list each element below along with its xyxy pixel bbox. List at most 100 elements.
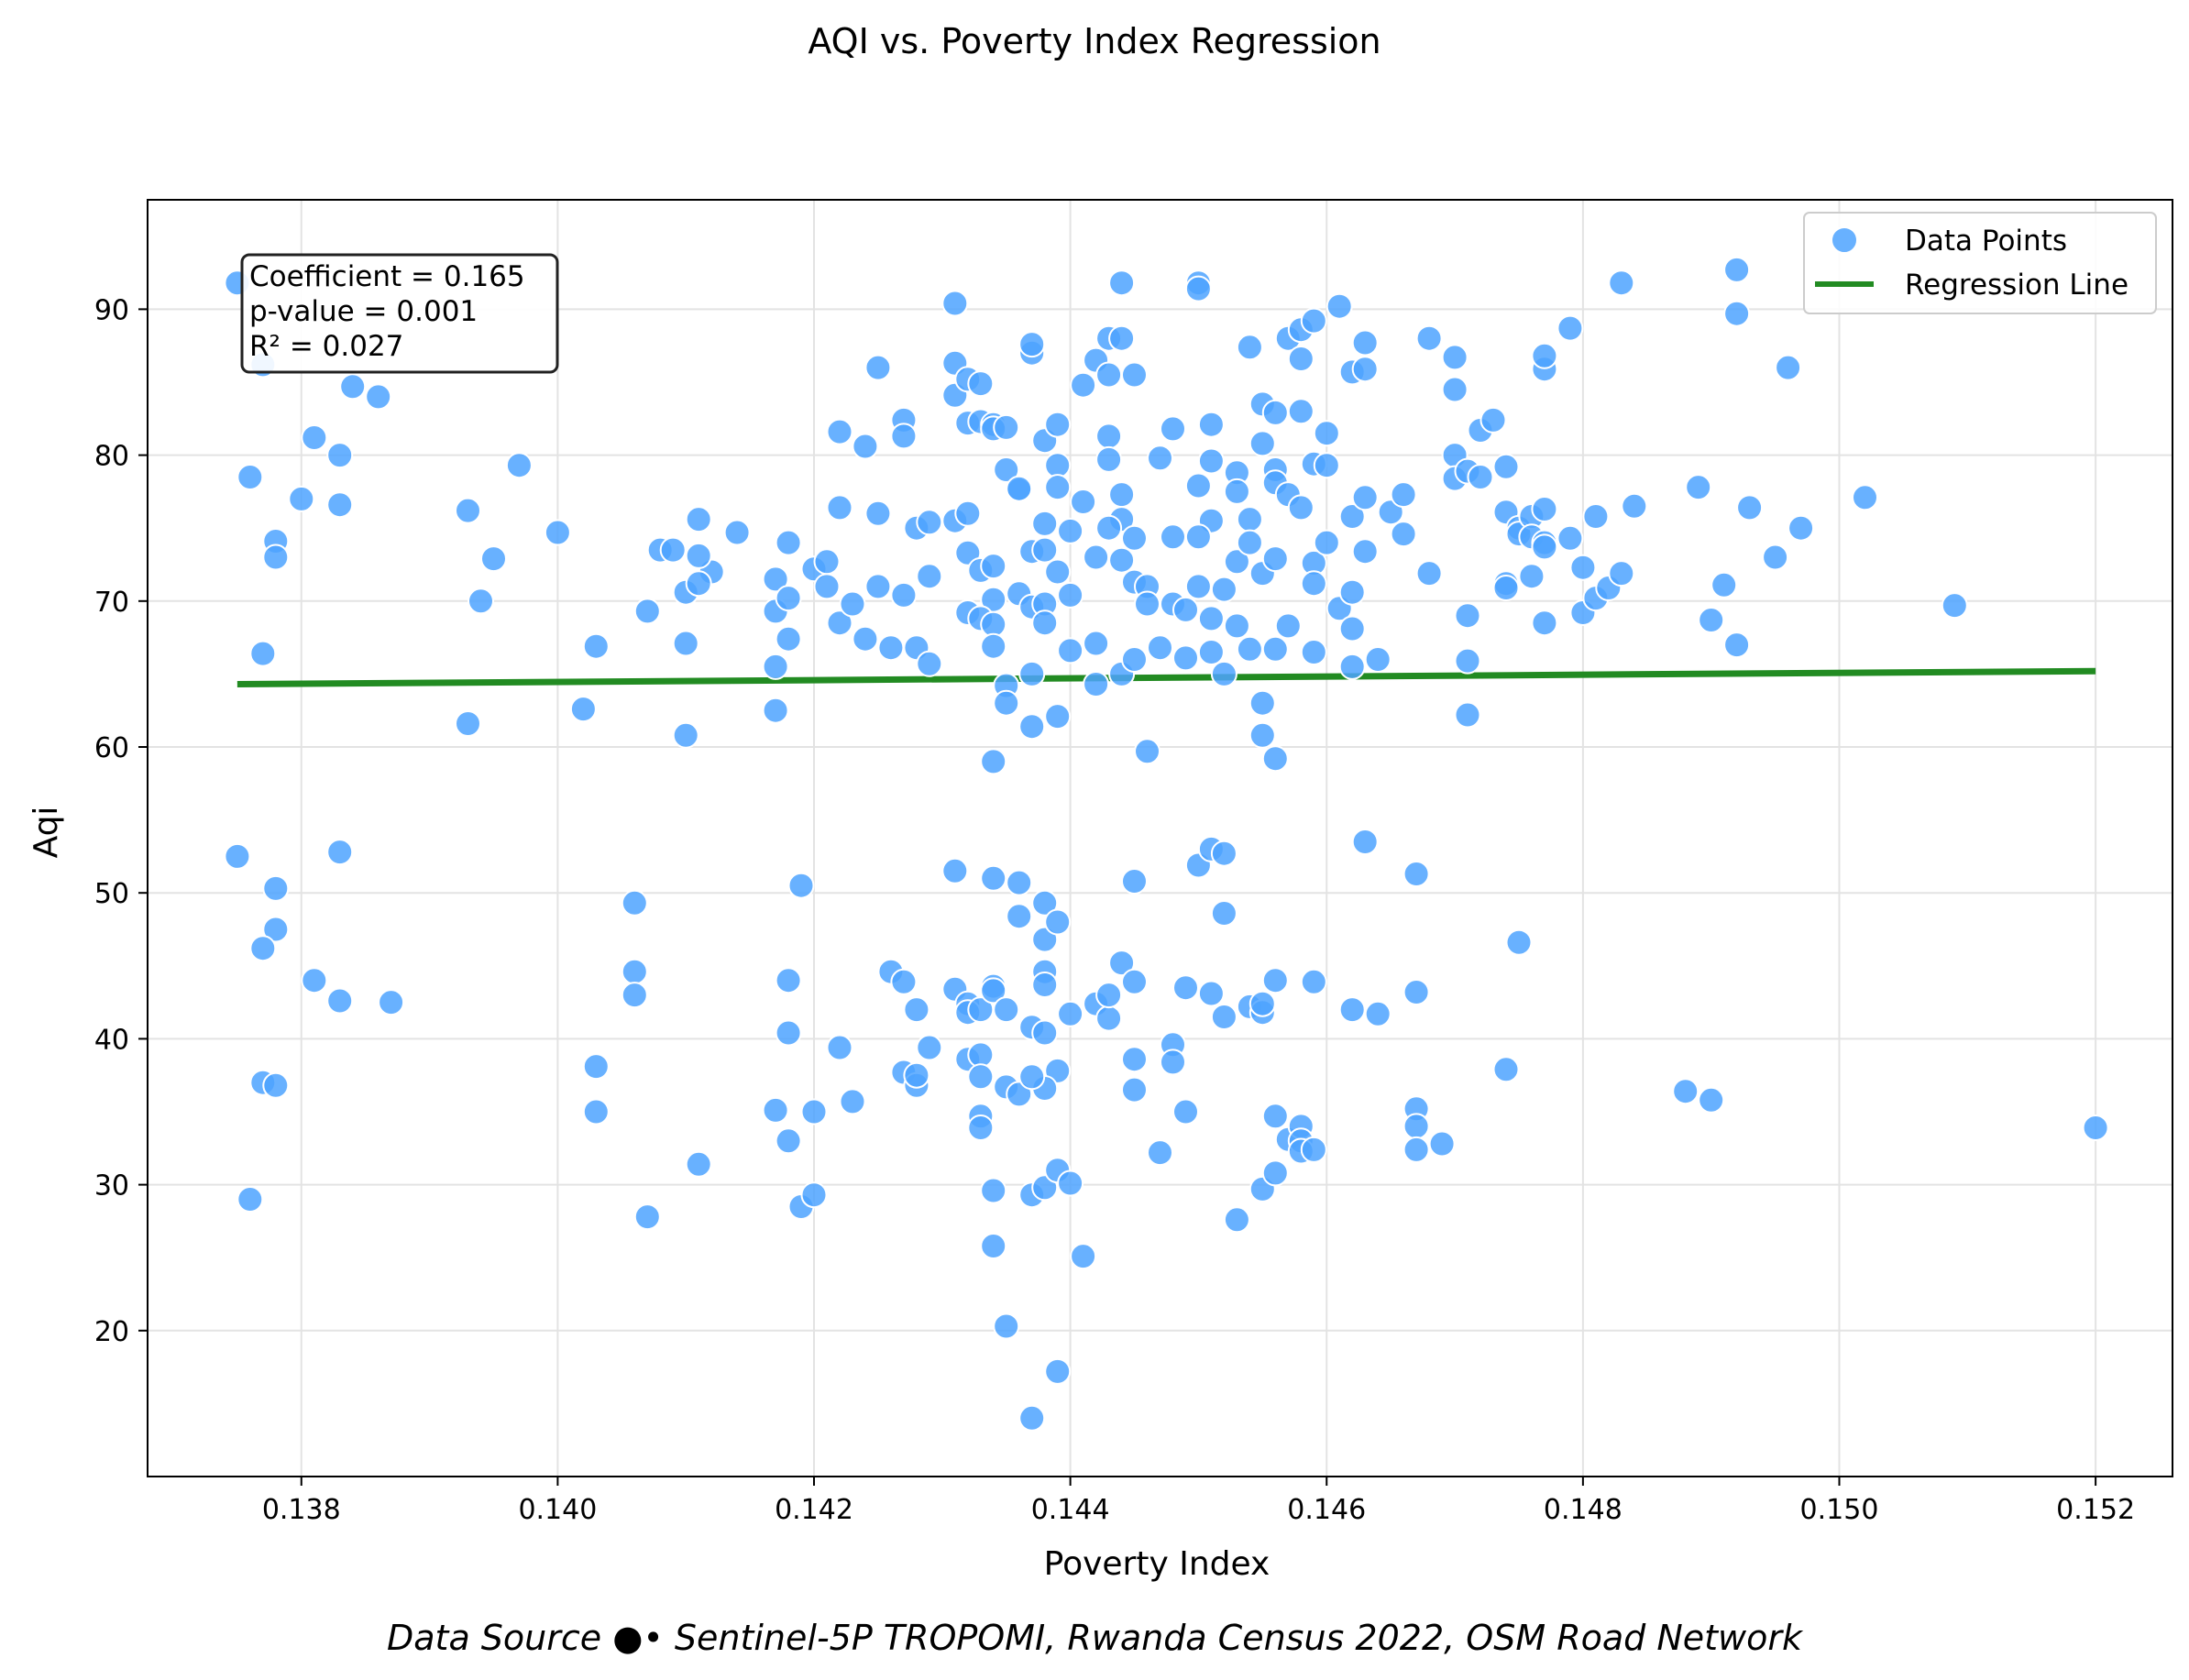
data-point — [1121, 868, 1148, 895]
data-point — [2082, 1115, 2109, 1141]
data-point — [775, 585, 802, 612]
data-point — [1006, 869, 1033, 896]
y-tick-label: 70 — [94, 587, 129, 619]
data-point — [659, 536, 687, 564]
y-tick-label: 40 — [94, 1024, 129, 1056]
data-point — [1044, 703, 1072, 730]
data-point — [1454, 701, 1481, 729]
data-point — [1236, 529, 1263, 556]
data-point — [1223, 478, 1250, 505]
data-point — [1351, 356, 1379, 383]
data-point — [890, 581, 918, 609]
data-point — [826, 494, 853, 522]
y-tick-label: 80 — [94, 441, 129, 473]
data-point — [1608, 269, 1635, 297]
data-point — [326, 442, 354, 469]
data-point — [1723, 256, 1751, 283]
data-point — [1095, 1005, 1123, 1032]
data-point — [1236, 635, 1263, 663]
data-point — [1121, 646, 1148, 673]
data-point — [762, 697, 789, 724]
data-point — [582, 632, 610, 660]
data-point — [954, 500, 982, 527]
y-tick-label: 90 — [94, 294, 129, 326]
data-point — [890, 423, 918, 450]
data-point — [1160, 415, 1186, 443]
annotation-r-squared: R² = 0.027 — [249, 330, 403, 363]
data-point — [1338, 578, 1366, 606]
data-point — [762, 1096, 789, 1124]
data-point — [1300, 968, 1327, 995]
data-point — [980, 553, 1007, 580]
data-point — [1172, 644, 1199, 672]
data-point — [672, 630, 699, 657]
data-point — [1608, 560, 1635, 587]
data-point — [1006, 903, 1033, 930]
data-point — [1121, 524, 1148, 552]
data-point — [365, 383, 392, 411]
y-axis: 20 30 40 50 60 70 80 90 — [94, 294, 148, 1348]
data-point — [993, 689, 1020, 717]
data-point — [1018, 660, 1046, 687]
data-point — [1044, 908, 1072, 936]
data-point — [262, 916, 290, 943]
data-point — [1531, 342, 1558, 369]
data-point — [852, 625, 879, 653]
data-point — [1070, 489, 1097, 515]
data-point — [1261, 545, 1289, 573]
data-point — [1351, 829, 1379, 855]
data-point — [1018, 1063, 1046, 1091]
data-point — [1210, 576, 1238, 603]
x-tick-label: 0.150 — [1800, 1494, 1879, 1526]
data-point — [1095, 514, 1123, 542]
data-point — [1454, 647, 1481, 675]
data-point — [1736, 494, 1764, 522]
data-point — [1057, 1169, 1084, 1197]
data-point — [582, 1053, 610, 1081]
data-point — [1134, 590, 1160, 618]
data-point — [980, 977, 1007, 1005]
data-point — [775, 625, 802, 653]
data-point — [1197, 980, 1225, 1007]
data-point — [980, 748, 1007, 775]
data-point — [723, 519, 751, 546]
data-point — [1108, 481, 1136, 509]
data-points-layer — [224, 256, 2109, 1432]
data-point — [839, 590, 866, 618]
data-point — [1313, 529, 1340, 556]
data-point — [224, 842, 251, 870]
regression-line — [236, 667, 2096, 688]
data-point — [1057, 637, 1084, 664]
data-point — [1210, 840, 1238, 867]
data-point — [1018, 1404, 1046, 1432]
data-point — [1095, 361, 1123, 389]
data-point — [339, 373, 367, 401]
data-point — [1261, 967, 1289, 994]
data-point — [1364, 1000, 1392, 1027]
data-point — [826, 418, 853, 445]
data-point — [1261, 1159, 1289, 1187]
data-point — [1083, 671, 1110, 697]
data-point — [1121, 968, 1148, 995]
data-point — [1287, 398, 1314, 425]
data-point — [1134, 738, 1160, 765]
data-point — [1108, 950, 1136, 977]
data-point — [993, 1312, 1020, 1340]
legend-label-regression-line: Regression Line — [1905, 269, 2128, 302]
data-point — [916, 509, 943, 536]
x-tick-label: 0.138 — [262, 1494, 341, 1526]
data-point — [1184, 275, 1212, 302]
data-point — [775, 967, 802, 994]
data-point — [980, 632, 1007, 660]
data-point — [1095, 445, 1123, 473]
data-point — [1261, 635, 1289, 663]
data-point — [1672, 1078, 1700, 1105]
data-point — [1044, 1357, 1072, 1385]
data-point — [1006, 475, 1033, 502]
data-point — [916, 1034, 943, 1061]
data-point — [288, 485, 315, 512]
data-point — [621, 958, 648, 985]
regression-line-layer — [236, 667, 2096, 688]
data-point — [326, 491, 354, 519]
